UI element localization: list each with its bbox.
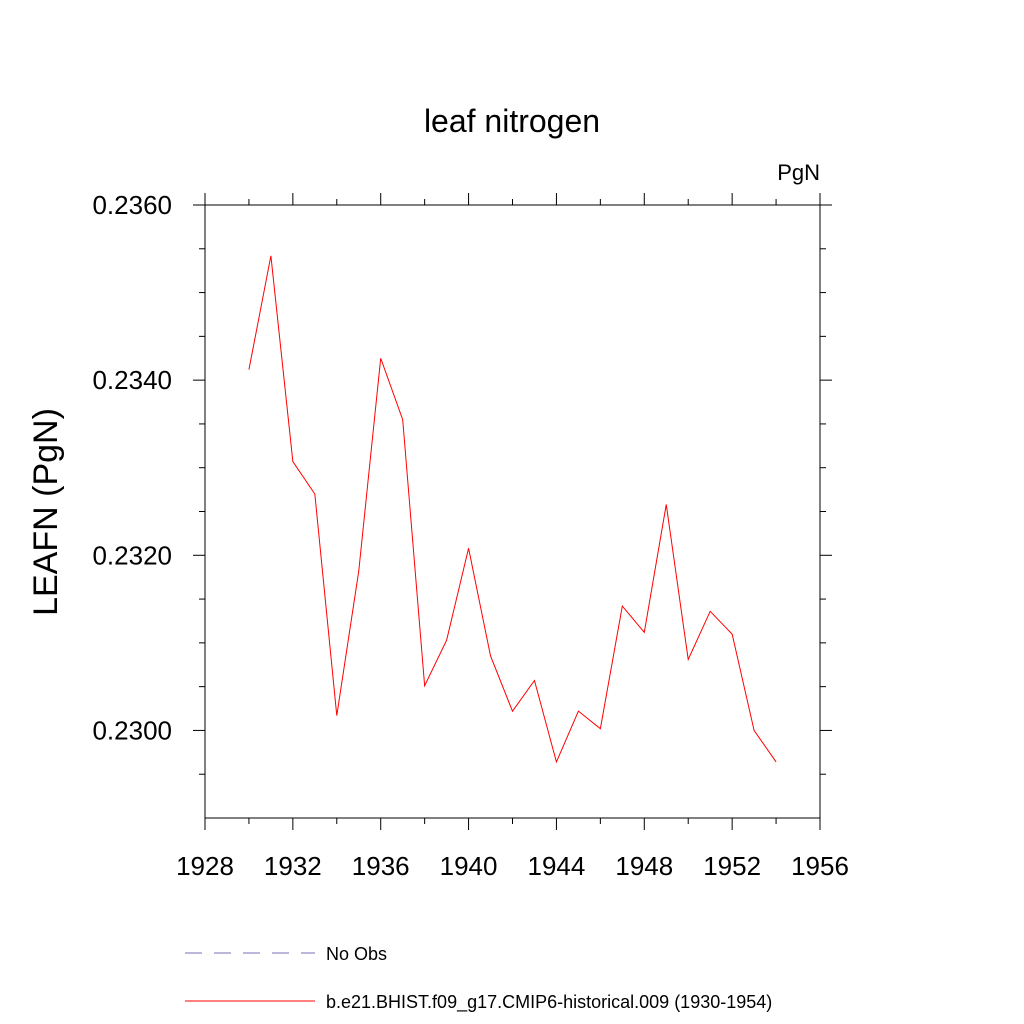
units-label: PgN [777, 160, 820, 185]
series-group [248, 255, 777, 764]
axis-ticks [193, 193, 832, 830]
y-tick-label: 0.2340 [92, 365, 172, 395]
series-line [248, 255, 777, 764]
y-tick-label: 0.2300 [92, 715, 172, 745]
x-tick-label: 1936 [352, 851, 410, 881]
legend-label-model-run: b.e21.BHIST.f09_g17.CMIP6-historical.009… [326, 992, 772, 1013]
x-tick-label: 1948 [615, 851, 673, 881]
x-tick-label: 1940 [440, 851, 498, 881]
x-tick-label: 1952 [703, 851, 761, 881]
x-tick-label: 1932 [264, 851, 322, 881]
x-tick-label: 1928 [176, 851, 234, 881]
plot-frame [204, 204, 821, 819]
legend: No Obs b.e21.BHIST.f09_g17.CMIP6-histori… [185, 944, 772, 1013]
chart-title: leaf nitrogen [424, 103, 600, 139]
legend-label-no-obs: No Obs [326, 944, 387, 964]
x-tick-label: 1944 [528, 851, 586, 881]
y-tick-labels: 0.2300 0.2320 0.2340 0.2360 [92, 190, 172, 745]
y-tick-label: 0.2320 [92, 540, 172, 570]
y-tick-label: 0.2360 [92, 190, 172, 220]
x-tick-label: 1956 [791, 851, 849, 881]
x-tick-labels: 1928 1932 1936 1940 1944 1948 1952 1956 [176, 851, 849, 881]
y-axis-label: LEAFN (PgN) [27, 408, 65, 616]
